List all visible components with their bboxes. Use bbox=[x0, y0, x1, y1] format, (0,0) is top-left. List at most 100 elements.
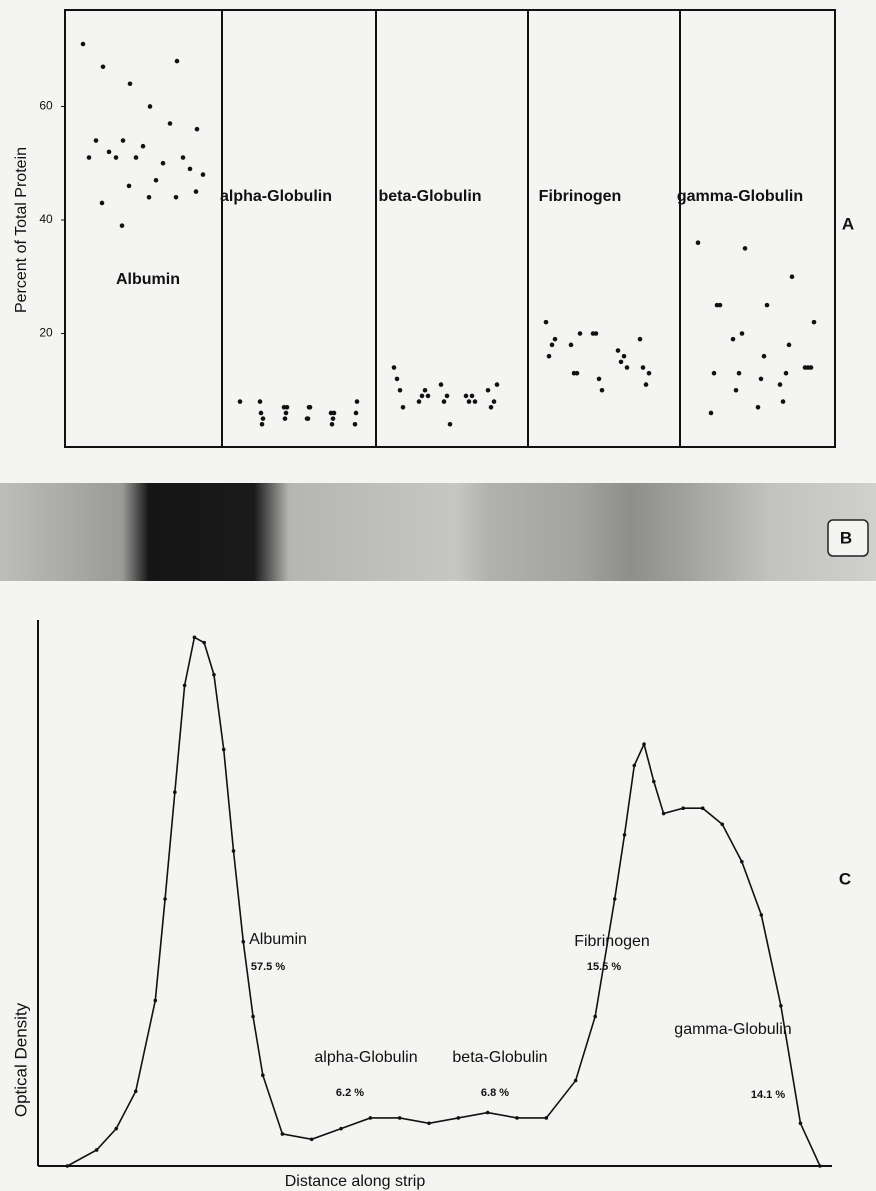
data-dot bbox=[80, 41, 86, 47]
density-point bbox=[280, 1132, 285, 1136]
density-point bbox=[94, 1148, 99, 1152]
data-dot bbox=[472, 399, 478, 404]
x-axis-label: Distance along strip bbox=[285, 1173, 426, 1190]
density-point bbox=[163, 897, 167, 901]
data-dot bbox=[259, 421, 265, 427]
density-point bbox=[212, 672, 216, 677]
data-dot bbox=[133, 155, 139, 160]
data-dot bbox=[400, 404, 406, 410]
data-dot bbox=[120, 138, 126, 143]
density-point bbox=[700, 806, 705, 811]
data-dot bbox=[306, 404, 312, 410]
data-dot bbox=[394, 376, 400, 382]
y-axis-label: Percent of Total Protein bbox=[13, 147, 30, 313]
data-dot bbox=[200, 172, 206, 177]
y-axis-label: Optical Density bbox=[11, 1002, 30, 1117]
data-dot bbox=[764, 302, 770, 308]
data-dot bbox=[488, 404, 494, 410]
data-dot bbox=[441, 399, 447, 404]
density-point bbox=[681, 806, 685, 811]
density-point bbox=[759, 913, 764, 917]
data-dot bbox=[106, 149, 112, 155]
data-dot bbox=[711, 370, 717, 376]
density-point bbox=[261, 1073, 265, 1078]
density-point bbox=[720, 822, 725, 827]
data-dot bbox=[352, 421, 358, 427]
data-dot bbox=[353, 410, 359, 416]
fraction-percent: 6.2 % bbox=[336, 1087, 364, 1099]
density-point bbox=[368, 1116, 373, 1120]
data-dot bbox=[86, 155, 92, 160]
data-dot bbox=[469, 393, 475, 399]
electrophoresis-strip bbox=[0, 483, 876, 581]
data-dot bbox=[494, 382, 500, 387]
density-point bbox=[65, 1164, 70, 1168]
data-dot bbox=[780, 399, 786, 404]
density-point bbox=[798, 1121, 803, 1126]
data-dot bbox=[708, 410, 714, 416]
density-point bbox=[642, 742, 646, 746]
y-tick-label: 20 bbox=[39, 326, 53, 340]
data-dot bbox=[742, 246, 748, 251]
category-label: alpha-Globulin bbox=[220, 188, 332, 205]
density-curve bbox=[66, 636, 821, 1167]
fraction-name: beta-Globulin bbox=[452, 1049, 547, 1066]
density-point bbox=[779, 1004, 783, 1008]
density-point bbox=[661, 811, 666, 816]
density-point bbox=[182, 683, 187, 688]
data-dot bbox=[695, 240, 701, 245]
data-dot bbox=[463, 393, 469, 399]
data-dot bbox=[552, 336, 558, 342]
data-dot bbox=[447, 421, 453, 427]
data-dot bbox=[113, 155, 119, 160]
plot-frame bbox=[64, 9, 836, 448]
data-dot bbox=[160, 160, 166, 166]
category-label: gamma-Globulin bbox=[677, 188, 803, 205]
density-point bbox=[397, 1116, 402, 1120]
panel-label: B bbox=[840, 528, 852, 547]
data-dot bbox=[167, 121, 173, 126]
data-dot bbox=[260, 416, 266, 421]
data-dot bbox=[180, 155, 186, 160]
data-dot bbox=[758, 376, 764, 382]
data-dot bbox=[174, 58, 180, 64]
data-dot bbox=[194, 126, 200, 132]
data-dot bbox=[621, 353, 627, 359]
density-point bbox=[740, 859, 744, 864]
fraction-name: gamma-Globulin bbox=[674, 1021, 791, 1038]
data-dot bbox=[438, 382, 444, 387]
data-dot bbox=[546, 353, 552, 359]
data-dot bbox=[596, 376, 602, 382]
data-dot bbox=[283, 410, 289, 416]
data-dot bbox=[419, 393, 425, 399]
density-point bbox=[153, 998, 158, 1003]
data-dot bbox=[574, 370, 580, 376]
data-dot bbox=[146, 194, 152, 200]
density-point bbox=[456, 1116, 461, 1120]
data-dot bbox=[777, 382, 783, 387]
data-dot bbox=[755, 404, 761, 410]
panel-label: A bbox=[842, 214, 854, 233]
data-dot bbox=[425, 393, 431, 399]
data-dot bbox=[811, 319, 817, 325]
data-dot bbox=[736, 370, 742, 376]
density-point bbox=[632, 763, 637, 768]
data-dot bbox=[416, 399, 422, 404]
data-dot bbox=[739, 331, 745, 336]
data-dot bbox=[789, 274, 795, 280]
data-dot bbox=[330, 416, 336, 421]
data-dot bbox=[646, 370, 652, 376]
data-dot bbox=[714, 302, 720, 308]
fraction-percent: 14.1 % bbox=[751, 1089, 785, 1101]
data-dot bbox=[543, 319, 549, 325]
data-dot bbox=[624, 365, 630, 370]
data-dot bbox=[730, 336, 736, 342]
data-dot bbox=[173, 194, 179, 200]
data-dot bbox=[466, 399, 472, 404]
data-dot bbox=[329, 421, 335, 427]
data-dot bbox=[593, 331, 599, 336]
data-dot bbox=[187, 166, 193, 172]
density-point bbox=[173, 790, 177, 794]
data-dot bbox=[93, 138, 99, 143]
